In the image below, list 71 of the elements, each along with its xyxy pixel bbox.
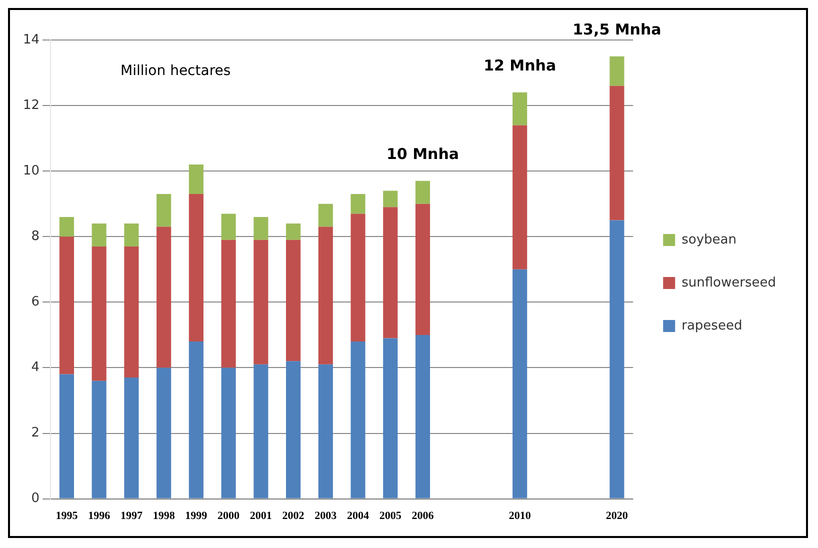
y-tick-label: 6 (31, 294, 40, 310)
bar (350, 341, 366, 498)
x-tick-label: 1995 (56, 510, 78, 522)
bar (124, 378, 139, 498)
y-tick-label: 4 (31, 360, 40, 376)
bar (124, 224, 139, 246)
x-tick-label: 1997 (120, 510, 143, 522)
y-tick-label: 10 (22, 163, 40, 178)
bar (156, 194, 172, 227)
bar (156, 368, 172, 498)
bar (286, 240, 301, 362)
bar (92, 224, 106, 246)
bar (512, 125, 528, 270)
bar (156, 226, 172, 368)
y-tick-label: 8 (31, 229, 40, 244)
bar (92, 380, 106, 498)
bar (415, 180, 430, 204)
annotation: Million hectares (120, 63, 231, 79)
x-tick-label: 2005 (379, 510, 402, 522)
x-tick-label: 2003 (314, 510, 338, 522)
bar (188, 194, 204, 342)
bar (415, 204, 430, 335)
bar (221, 368, 236, 498)
bar (350, 214, 366, 342)
bar (286, 361, 301, 498)
bar (59, 236, 74, 374)
bar (415, 334, 430, 498)
bar (318, 364, 333, 498)
bar (383, 338, 398, 498)
annotation: 12 Mnha (484, 56, 556, 74)
y-tick-label: 12 (22, 98, 40, 113)
y-tick-label: 2 (31, 426, 40, 441)
bar (59, 374, 74, 498)
y-tick-label: 0 (31, 491, 40, 506)
bar (59, 216, 74, 237)
annotation: 13,5 Mnha (572, 20, 662, 38)
bar (610, 56, 624, 86)
bar (254, 216, 268, 240)
x-tick-label: 2004 (347, 510, 370, 522)
bar (512, 92, 528, 126)
bar (254, 240, 268, 364)
bar (318, 204, 333, 227)
bar (512, 269, 528, 498)
bar (221, 240, 236, 368)
x-tick-label: 1998 (152, 510, 176, 522)
x-tick-label: 2020 (606, 510, 628, 522)
bar (92, 246, 106, 381)
x-tick-label: 2002 (282, 510, 305, 522)
bar (188, 341, 204, 498)
x-tick-label: 1999 (185, 510, 208, 522)
legend-label: soybean (682, 232, 736, 248)
legend-label: rapeseed (682, 318, 742, 334)
bar (286, 224, 301, 240)
bar (221, 214, 236, 240)
bar (383, 207, 398, 338)
bar (318, 226, 333, 364)
x-tick-label: 2000 (218, 510, 240, 522)
bar (124, 246, 139, 378)
x-tick-label: 2006 (412, 510, 434, 522)
annotation: 10 Mnha (386, 144, 459, 163)
bar (188, 164, 204, 194)
legend-label: sunflowerseed (682, 275, 776, 290)
x-tick-label: 2010 (508, 510, 532, 522)
x-tick-label: 2001 (250, 510, 272, 522)
bar (383, 190, 398, 208)
bar (254, 364, 268, 498)
bar (610, 220, 624, 498)
x-tick-label: 1996 (88, 510, 111, 522)
y-tick-label: 14 (22, 32, 40, 48)
bar (610, 86, 624, 220)
bar (350, 194, 366, 214)
